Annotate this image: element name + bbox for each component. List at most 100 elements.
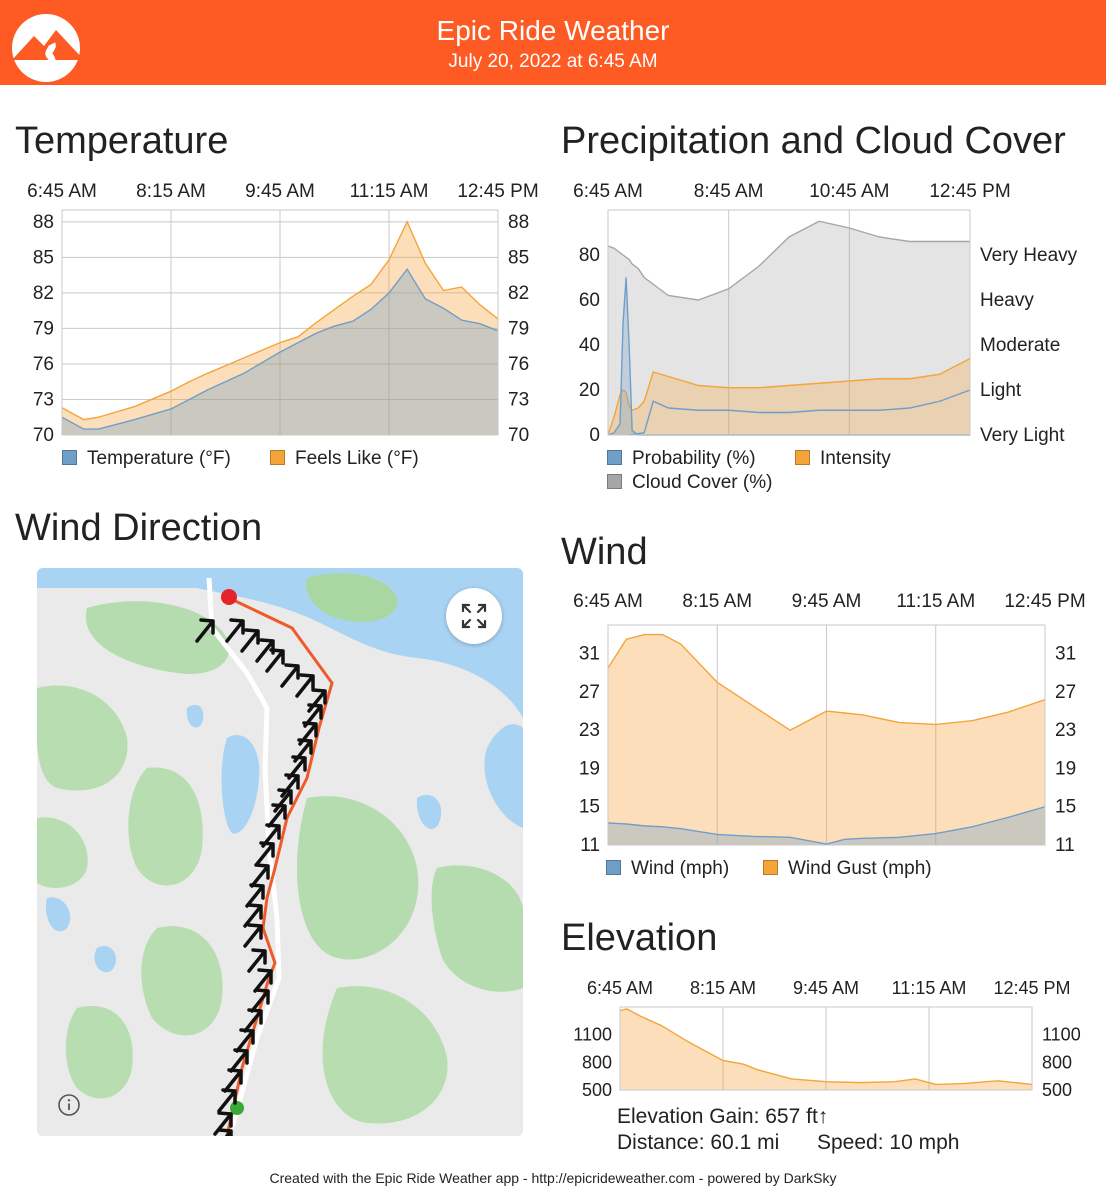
legend-feels-like: Feels Like (°F) <box>270 448 419 470</box>
x-tick-label: 8:15 AM <box>682 591 752 612</box>
y-right-tick-label: 23 <box>1055 720 1076 741</box>
wind-arrow <box>217 1088 237 1113</box>
wind-direction-map[interactable] <box>37 568 523 1136</box>
plot-frame <box>607 624 1046 846</box>
y-tick-label: 27 <box>579 682 600 703</box>
info-icon[interactable] <box>57 1093 81 1117</box>
legend-swatch <box>763 860 778 875</box>
legend-wind: Wind (mph) <box>606 858 729 880</box>
wind-arrow <box>267 803 287 828</box>
distance-stat: Distance: 60.1 mi <box>617 1131 780 1154</box>
x-tick-label: 8:45 AM <box>694 181 764 202</box>
start-marker <box>221 589 237 605</box>
y-right-tick-label: 800 <box>1042 1052 1072 1072</box>
series-area <box>620 1008 1032 1090</box>
series-line <box>619 1008 1033 1086</box>
legend-swatch <box>606 860 621 875</box>
mountain-road-logo-icon <box>12 14 84 82</box>
wind-arrow <box>250 988 270 1013</box>
legend-temperature: Temperature (°F) <box>62 448 231 470</box>
wind-arrow <box>225 618 245 643</box>
x-tick-label: 9:45 AM <box>792 591 862 612</box>
y-tick-label: 19 <box>579 758 600 779</box>
y-tick-label: 80 <box>579 245 600 266</box>
wind-arrow <box>243 923 263 948</box>
y-tick-label: 500 <box>582 1080 612 1100</box>
temperature-title: Temperature <box>15 120 229 162</box>
wind-arrow <box>229 1048 249 1073</box>
legend-swatch <box>607 474 622 489</box>
app-title: Epic Ride Weather <box>436 15 670 46</box>
x-tick-label: 6:45 AM <box>573 591 643 612</box>
x-tick-label: 10:45 AM <box>809 181 889 202</box>
expand-map-button[interactable] <box>446 588 502 644</box>
x-tick-label: 11:15 AM <box>896 591 975 612</box>
wind-arrow <box>247 948 267 973</box>
wind-arrow <box>240 628 260 653</box>
y-tick-label: 82 <box>33 283 54 304</box>
x-tick-label: 12:45 PM <box>457 181 538 202</box>
app-header: Epic Ride Weather July 20, 2022 at 6:45 … <box>0 0 1106 85</box>
series-area <box>608 358 970 435</box>
y-right-tick-label: 76 <box>508 354 529 375</box>
x-tick-label: 6:45 AM <box>27 181 97 202</box>
y-right-tick-label: 70 <box>508 425 529 445</box>
wind-direction-title: Wind Direction <box>15 507 263 549</box>
y-tick-label: 40 <box>579 335 600 356</box>
y-tick-label: 20 <box>579 380 600 401</box>
wind-arrow <box>245 883 265 908</box>
report-date: July 20, 2022 at 6:45 AM <box>448 51 658 72</box>
x-tick-label: 12:45 PM <box>1004 591 1085 612</box>
series-area <box>608 221 970 435</box>
series-line <box>61 267 499 430</box>
series-area <box>608 806 1045 845</box>
x-tick-label: 11:15 AM <box>350 181 429 202</box>
x-tick-label: 11:15 AM <box>892 978 967 998</box>
wind-arrow <box>243 903 263 928</box>
legend-swatch <box>62 450 77 465</box>
temperature-chart: 6:45 AM 8:15 AM 9:45 AM 11:15 AM 12:45 PM 70 7… <box>27 181 539 445</box>
plot-frame <box>607 209 971 436</box>
legend-wind-gust: Wind Gust (mph) <box>763 858 932 880</box>
map-canvas <box>37 568 523 1136</box>
elevation-title: Elevation <box>561 917 718 959</box>
wind-arrow <box>265 648 285 673</box>
y-tick-label: 60 <box>579 290 600 311</box>
series-line <box>61 220 499 421</box>
y-right-tick-label: 73 <box>508 389 529 410</box>
x-tick-label: 8:15 AM <box>690 978 756 998</box>
x-tick-label: 9:45 AM <box>793 978 859 998</box>
wind-arrows <box>195 618 327 1136</box>
wind-arrow <box>223 1068 243 1093</box>
y-tick-label: 0 <box>589 425 600 445</box>
plot-frame <box>61 209 499 436</box>
series-line <box>607 633 1046 732</box>
series-line <box>607 220 970 301</box>
y-right-tick-label: Moderate <box>980 335 1060 356</box>
footer-credit: Created with the Epic Ride Weather app -… <box>269 1170 837 1186</box>
wind-arrow <box>217 1128 233 1136</box>
wind-arrow <box>307 688 327 713</box>
legend-swatch <box>270 450 285 465</box>
y-right-tick-label: 79 <box>508 318 529 339</box>
y-tick-label: 31 <box>579 644 600 665</box>
y-tick-label: 88 <box>33 212 54 233</box>
y-right-tick-label: Very Light <box>980 425 1065 445</box>
expand-arrows-icon <box>461 603 487 629</box>
elevation-gain: Elevation Gain: 657 ft↑ <box>617 1105 829 1128</box>
series-area <box>62 221 498 435</box>
wind-arrow <box>235 1028 255 1053</box>
x-tick-label: 12:45 PM <box>929 181 1010 202</box>
x-tick-label: 12:45 PM <box>993 978 1070 998</box>
x-tick-label: 8:15 AM <box>136 181 206 202</box>
wind-title: Wind <box>561 531 648 573</box>
y-tick-label: 1100 <box>573 1025 612 1045</box>
y-tick-label: 800 <box>582 1052 612 1072</box>
wind-chart: 6:45 AM 8:15 AM 9:45 AM 11:15 AM 12:45 PM 11 1… <box>573 591 1086 855</box>
y-tick-label: 76 <box>33 354 54 375</box>
wind-arrow <box>280 663 300 688</box>
x-tick-label: 6:45 AM <box>587 978 653 998</box>
y-right-tick-label: 82 <box>508 283 529 304</box>
wind-arrow <box>273 788 293 813</box>
y-tick-label: 70 <box>33 425 54 445</box>
